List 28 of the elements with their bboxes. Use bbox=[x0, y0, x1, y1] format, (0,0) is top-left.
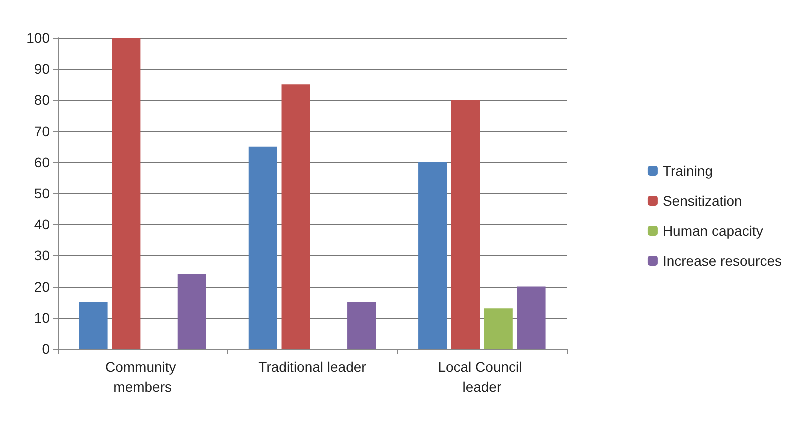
x-tick-label: Local Council leader bbox=[438, 359, 526, 395]
y-tick-label: 90 bbox=[34, 61, 50, 78]
bar bbox=[282, 84, 310, 349]
y-tick-label: 50 bbox=[34, 186, 50, 202]
x-tick-label: Traditional leader bbox=[258, 359, 367, 375]
y-tick-label: 100 bbox=[26, 30, 50, 46]
y-tick-label: 40 bbox=[34, 216, 50, 233]
bar bbox=[79, 302, 108, 349]
y-tick-label: 70 bbox=[34, 123, 50, 140]
y-tick-label: 80 bbox=[34, 92, 50, 108]
bar bbox=[451, 100, 480, 349]
bar bbox=[517, 286, 546, 349]
legend-label: Training bbox=[662, 163, 714, 179]
bar bbox=[418, 162, 448, 349]
y-tick-label: 10 bbox=[34, 310, 50, 326]
bar bbox=[248, 146, 278, 349]
bar bbox=[348, 302, 376, 349]
bar bbox=[112, 38, 141, 349]
y-tick-label: 0 bbox=[42, 341, 50, 357]
y-tick-label: 20 bbox=[34, 278, 50, 295]
legend-label: Increase resources bbox=[662, 253, 782, 269]
y-tick-label: 30 bbox=[34, 248, 50, 264]
y-tick-label: 60 bbox=[34, 154, 50, 170]
bar bbox=[484, 308, 513, 349]
legend-label: Human capacity bbox=[662, 223, 764, 239]
bar bbox=[178, 274, 206, 349]
x-tick-label: Community members bbox=[105, 359, 180, 395]
legend-label: Sensitization bbox=[662, 193, 742, 209]
